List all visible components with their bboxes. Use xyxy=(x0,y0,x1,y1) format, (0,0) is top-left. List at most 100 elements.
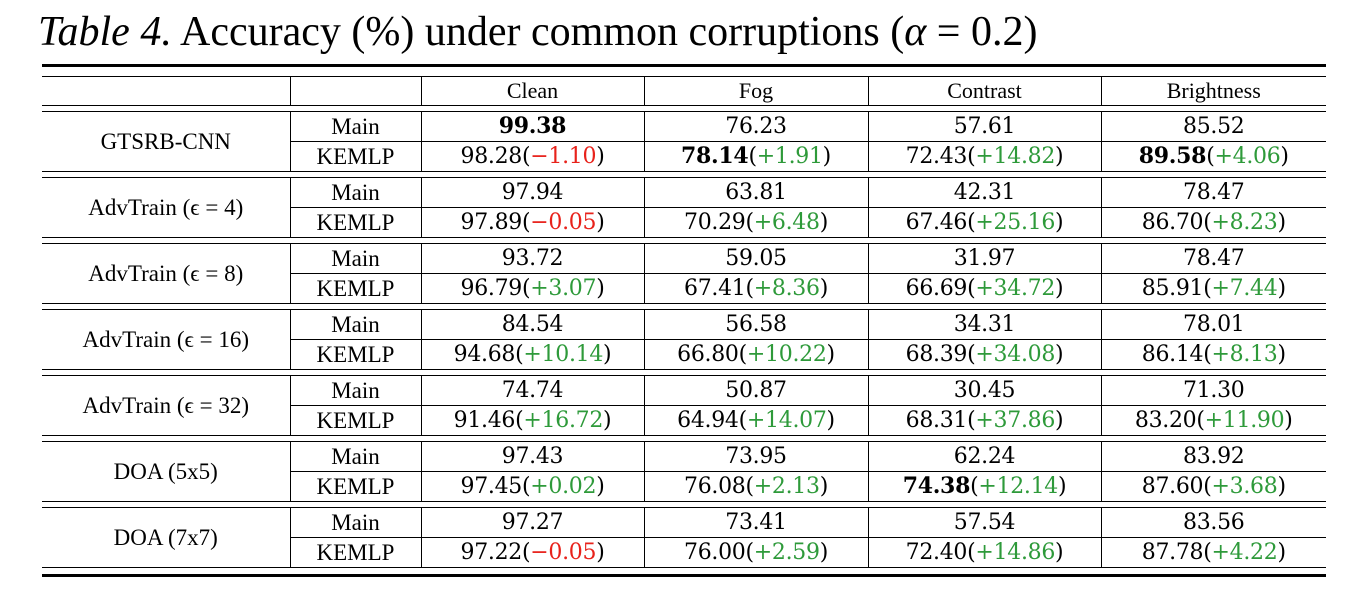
delta-value: +8.13 xyxy=(1211,341,1278,367)
accuracy-cell: 91.46(+16.72) xyxy=(420,405,644,436)
paren-close: ) xyxy=(596,143,605,169)
accuracy-cell: 78.47 xyxy=(1100,177,1326,208)
paren-close: ) xyxy=(1055,341,1064,367)
delta-value: +3.07 xyxy=(530,275,597,301)
group-separator xyxy=(42,501,1326,508)
accuracy-value: 97.45 xyxy=(460,473,523,499)
accuracy-cell: 68.31(+37.86) xyxy=(867,405,1101,436)
accuracy-value: 42.31 xyxy=(953,179,1016,205)
method-label: KEMLP xyxy=(289,273,421,304)
paren-open: ( xyxy=(748,144,757,169)
group-separator xyxy=(42,105,1326,112)
method-label: KEMLP xyxy=(289,537,421,568)
table-label: Table 4. xyxy=(38,9,172,55)
accuracy-value: 87.60 xyxy=(1141,473,1204,499)
accuracy-value: 83.92 xyxy=(1183,443,1245,469)
model-name: AdvTrain (ϵ = 8) xyxy=(88,260,244,286)
method-label: Main xyxy=(289,243,421,274)
delta-value: +25.16 xyxy=(975,209,1056,235)
accuracy-cell: 62.24 xyxy=(867,441,1101,472)
paren-open: ( xyxy=(1203,209,1212,235)
accuracy-value: 97.94 xyxy=(501,179,564,205)
delta-value: +14.86 xyxy=(975,539,1056,565)
accuracy-value: 66.69 xyxy=(905,275,968,301)
accuracy-value: 99.38 xyxy=(498,113,567,139)
accuracy-cell: 66.69(+34.72) xyxy=(867,273,1101,304)
accuracy-value: 76.08 xyxy=(684,473,746,499)
accuracy-cell: 73.95 xyxy=(643,441,868,472)
accuracy-value: 76.23 xyxy=(725,113,787,139)
paren-close: ) xyxy=(819,209,829,235)
paren-open: ( xyxy=(521,143,531,169)
paren-open: ( xyxy=(521,539,531,565)
paren-close: ) xyxy=(1280,144,1289,169)
accuracy-cell: 97.27 xyxy=(420,507,644,538)
header-contrast: Contrast xyxy=(867,76,1101,106)
accuracy-value: 72.43 xyxy=(905,143,968,169)
paren-close: ) xyxy=(1055,407,1064,433)
paren-open: ( xyxy=(738,341,748,367)
header-method xyxy=(289,76,421,106)
delta-value: −0.05 xyxy=(530,539,597,565)
method-label: Main xyxy=(289,375,421,406)
delta-value: +4.06 xyxy=(1214,144,1281,169)
accuracy-value: 84.54 xyxy=(501,311,564,337)
accuracy-value: 78.01 xyxy=(1183,311,1245,337)
accuracy-cell: 34.31 xyxy=(867,309,1101,340)
accuracy-value: 96.79 xyxy=(460,275,523,301)
method-label: Main xyxy=(289,111,421,142)
delta-value: +37.86 xyxy=(975,407,1056,433)
paren-open: ( xyxy=(521,275,531,301)
accuracy-cell: 99.38 xyxy=(420,111,644,142)
paren-open: ( xyxy=(967,341,976,367)
paren-open: ( xyxy=(1196,407,1205,433)
paren-close: ) xyxy=(1277,539,1286,565)
paren-close: ) xyxy=(596,275,605,301)
accuracy-cell: 67.41(+8.36) xyxy=(643,273,868,304)
paren-open: ( xyxy=(1203,473,1212,499)
accuracy-value: 74.74 xyxy=(501,377,564,403)
paren-close: ) xyxy=(596,473,605,499)
accuracy-value: 72.40 xyxy=(905,539,968,565)
accuracy-cell: 70.29(+6.48) xyxy=(643,207,868,238)
paren-open: ( xyxy=(967,143,976,169)
main-row: AdvTrain (ϵ = 16) Main 84.54 56.58 34.31 78.0… xyxy=(42,309,1326,352)
accuracy-value: 67.46 xyxy=(905,209,968,235)
paren-open: ( xyxy=(745,209,754,235)
model-name: AdvTrain (ϵ = 4) xyxy=(88,194,244,220)
accuracy-cell: 97.89(−0.05) xyxy=(420,207,644,238)
model-name: AdvTrain (ϵ = 16) xyxy=(82,326,249,352)
delta-value: −1.10 xyxy=(530,143,597,169)
accuracy-cell: 96.79(+3.07) xyxy=(420,273,644,304)
method-label: KEMLP xyxy=(289,339,421,370)
accuracy-value: 91.46 xyxy=(453,407,516,433)
accuracy-cell: 97.43 xyxy=(420,441,644,472)
main-row: DOA (7x7) Main 97.27 73.41 57.54 83.56 xyxy=(42,507,1326,550)
accuracy-value: 85.52 xyxy=(1183,113,1245,139)
accuracy-value: 57.54 xyxy=(953,509,1016,535)
model-name: AdvTrain (ϵ = 32) xyxy=(82,392,249,418)
method-label: KEMLP xyxy=(289,471,421,502)
paren-open: ( xyxy=(1203,341,1212,367)
kemlp-row: KEMLP 91.46(+16.72) 64.94(+14.07) 68.31(+37… xyxy=(42,405,1326,436)
group-separator xyxy=(42,171,1326,178)
delta-value: +34.08 xyxy=(975,341,1056,367)
paren-open: ( xyxy=(967,407,976,433)
paren-close: ) xyxy=(603,341,612,367)
accuracy-value: 97.27 xyxy=(501,509,564,535)
main-row: AdvTrain (ϵ = 8) Main 93.72 59.05 31.97 78.47 xyxy=(42,243,1326,286)
accuracy-value: 87.78 xyxy=(1141,539,1204,565)
header-brightness: Brightness xyxy=(1100,76,1326,106)
accuracy-value: 94.68 xyxy=(453,341,516,367)
table-body: Clean Fog Contrast Brightness GTSRB-CNN M… xyxy=(42,64,1326,577)
accuracy-value: 74.38 xyxy=(902,473,971,499)
accuracy-value: 93.72 xyxy=(501,245,564,271)
delta-value: +10.14 xyxy=(523,341,604,367)
paren-open: ( xyxy=(738,407,748,433)
paren-close: ) xyxy=(596,209,605,235)
accuracy-cell: 78.47 xyxy=(1100,243,1326,274)
accuracy-value: 63.81 xyxy=(725,179,787,205)
main-row: AdvTrain (ϵ = 4) Main 97.94 63.81 42.31 78.47 xyxy=(42,177,1326,220)
accuracy-cell: 85.91(+7.44) xyxy=(1100,273,1326,304)
header-clean: Clean xyxy=(420,76,644,106)
